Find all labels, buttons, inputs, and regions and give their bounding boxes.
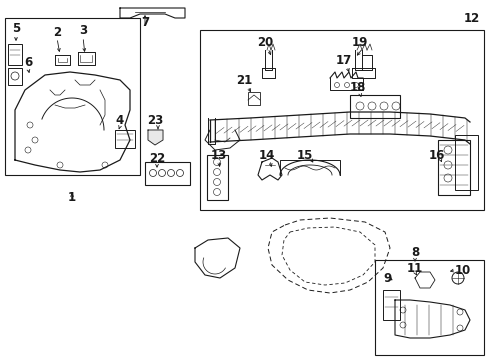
Text: 18: 18 xyxy=(349,81,366,94)
Text: 12: 12 xyxy=(463,12,479,24)
Text: 4: 4 xyxy=(116,113,124,126)
Text: 11: 11 xyxy=(406,261,422,274)
Bar xyxy=(374,260,483,355)
Text: 3: 3 xyxy=(79,23,87,36)
Text: 5: 5 xyxy=(12,22,20,35)
Text: 15: 15 xyxy=(296,149,312,162)
Bar xyxy=(145,162,190,185)
Bar xyxy=(5,18,140,175)
Text: 7: 7 xyxy=(141,15,149,28)
Text: 20: 20 xyxy=(256,36,273,49)
Text: 23: 23 xyxy=(146,113,163,126)
Text: 10: 10 xyxy=(454,264,470,276)
Bar xyxy=(8,44,22,65)
Bar xyxy=(454,135,477,190)
Text: 6: 6 xyxy=(24,55,32,68)
Text: 1: 1 xyxy=(68,190,76,203)
Bar xyxy=(115,130,135,148)
Bar xyxy=(349,95,399,118)
Text: 17: 17 xyxy=(335,54,351,67)
Text: 21: 21 xyxy=(235,73,252,86)
Text: 14: 14 xyxy=(258,149,275,162)
Text: 13: 13 xyxy=(210,149,226,162)
Bar xyxy=(382,290,399,320)
Text: 22: 22 xyxy=(148,152,165,165)
Bar xyxy=(200,30,483,210)
Text: 9: 9 xyxy=(383,271,391,284)
Text: 2: 2 xyxy=(53,26,61,39)
Bar xyxy=(8,68,22,85)
Text: 19: 19 xyxy=(351,36,367,49)
Polygon shape xyxy=(148,130,163,145)
Bar xyxy=(437,140,469,195)
Text: 8: 8 xyxy=(410,246,418,258)
Bar xyxy=(206,155,227,200)
Bar xyxy=(247,92,260,105)
Text: 16: 16 xyxy=(428,149,444,162)
